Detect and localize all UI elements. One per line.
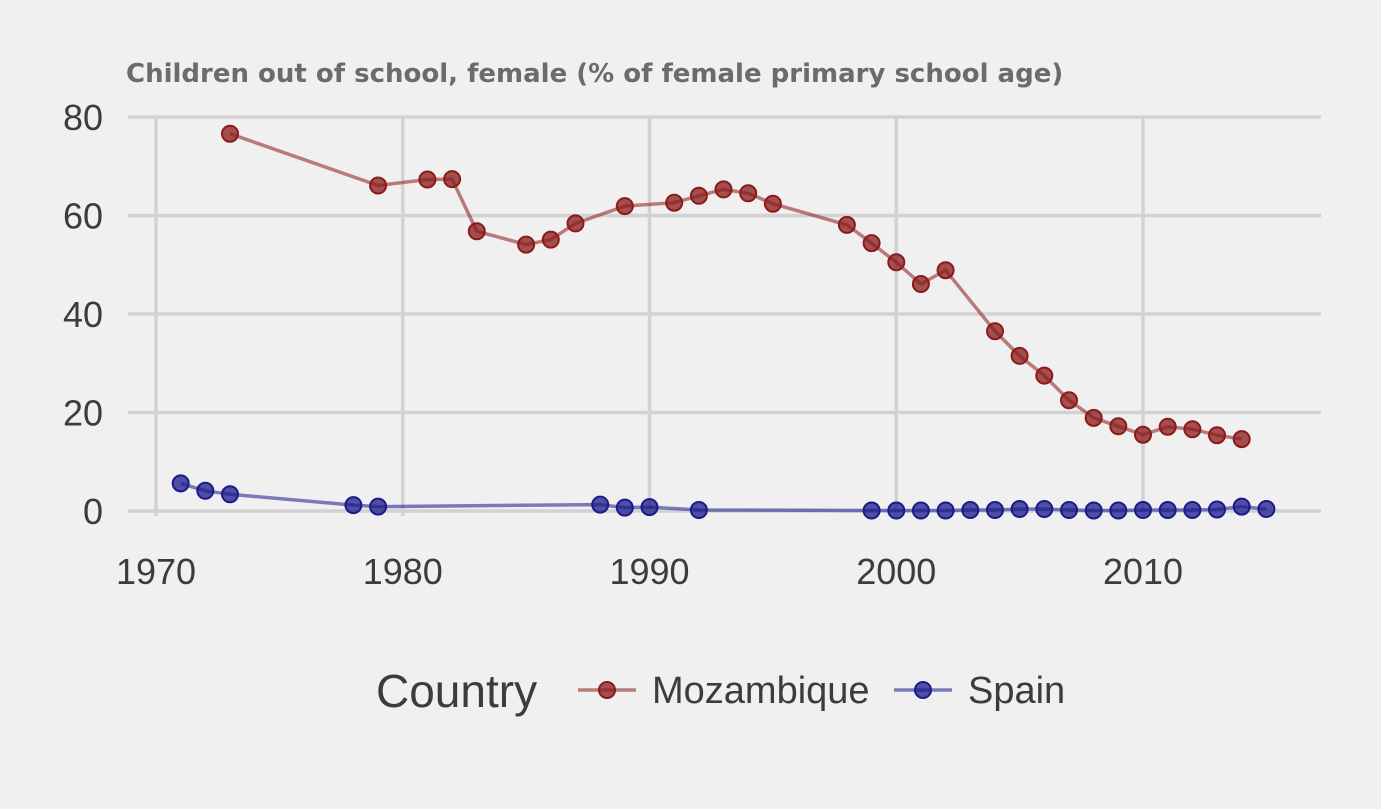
data-point bbox=[1109, 501, 1128, 520]
data-point bbox=[369, 176, 388, 195]
data-point bbox=[862, 501, 881, 520]
data-point bbox=[1158, 417, 1177, 436]
data-point bbox=[344, 496, 363, 515]
data-point bbox=[1035, 500, 1054, 518]
data-point bbox=[1035, 366, 1054, 385]
data-point bbox=[1060, 501, 1078, 519]
data-point bbox=[1208, 500, 1226, 519]
data-point bbox=[887, 253, 906, 272]
data-point bbox=[443, 170, 462, 189]
series-mozambique bbox=[221, 124, 1251, 449]
y-tick-label: 60 bbox=[63, 196, 103, 237]
x-tick-label: 1990 bbox=[609, 551, 689, 592]
y-tick-label: 40 bbox=[63, 294, 103, 335]
data-point bbox=[1109, 417, 1128, 436]
data-point bbox=[1010, 346, 1029, 365]
data-point bbox=[517, 235, 536, 254]
data-point bbox=[1134, 425, 1152, 444]
data-point bbox=[689, 186, 708, 205]
data-point bbox=[221, 124, 239, 143]
data-point bbox=[689, 501, 708, 519]
grid bbox=[128, 115, 1321, 516]
data-point bbox=[369, 497, 388, 516]
data-point bbox=[1084, 501, 1103, 520]
series-spain bbox=[171, 474, 1276, 520]
data-point bbox=[591, 495, 610, 514]
data-point bbox=[1183, 501, 1202, 519]
data-point bbox=[1158, 501, 1177, 519]
data-point bbox=[911, 275, 930, 293]
legend-key-spain bbox=[894, 681, 952, 699]
data-point bbox=[665, 193, 684, 212]
data-point bbox=[467, 222, 486, 241]
data-point bbox=[1257, 500, 1276, 518]
x-tick-label: 2000 bbox=[856, 551, 936, 592]
data-point bbox=[541, 230, 560, 249]
data-point bbox=[911, 501, 930, 520]
y-tick-label: 0 bbox=[83, 491, 103, 532]
x-tick-label: 2010 bbox=[1103, 551, 1183, 592]
data-point bbox=[1134, 501, 1152, 519]
chart-title: Children out of school, female (% of fem… bbox=[126, 59, 1063, 89]
data-point bbox=[936, 261, 955, 280]
data-point bbox=[418, 170, 437, 189]
data-point bbox=[986, 322, 1004, 341]
data-point bbox=[936, 501, 955, 520]
axis-labels: 0 20 40 60 80 1970 1980 1990 2000 2010 bbox=[63, 97, 1183, 592]
data-point bbox=[961, 501, 980, 519]
data-point bbox=[1208, 426, 1226, 445]
x-tick-label: 1970 bbox=[116, 551, 196, 592]
data-point bbox=[739, 184, 758, 203]
data-point bbox=[196, 481, 215, 500]
series-layer bbox=[171, 124, 1276, 520]
data-point bbox=[1010, 500, 1029, 518]
data-point bbox=[986, 501, 1004, 519]
x-tick-label: 1980 bbox=[363, 551, 443, 592]
series-line bbox=[180, 481, 1267, 513]
data-point bbox=[171, 474, 190, 493]
legend-key-mozambique bbox=[578, 681, 636, 699]
legend: Country Mozambique Spain bbox=[376, 665, 1065, 717]
data-point bbox=[862, 234, 881, 253]
data-point bbox=[640, 498, 659, 517]
legend-title: Country bbox=[376, 665, 537, 717]
data-point bbox=[714, 180, 733, 199]
data-point bbox=[1084, 408, 1103, 427]
data-point bbox=[1183, 420, 1202, 439]
data-point bbox=[763, 194, 782, 213]
data-point bbox=[1060, 391, 1078, 410]
data-point bbox=[221, 485, 239, 504]
data-point bbox=[1232, 430, 1251, 449]
data-point bbox=[837, 215, 856, 234]
data-point bbox=[615, 498, 634, 517]
data-point bbox=[1232, 497, 1251, 516]
data-point bbox=[615, 197, 634, 216]
legend-label: Spain bbox=[968, 670, 1065, 712]
legend-label: Mozambique bbox=[652, 670, 870, 712]
y-tick-label: 20 bbox=[63, 393, 103, 434]
y-tick-label: 80 bbox=[63, 97, 103, 138]
data-point bbox=[887, 501, 906, 520]
data-point bbox=[566, 214, 585, 233]
